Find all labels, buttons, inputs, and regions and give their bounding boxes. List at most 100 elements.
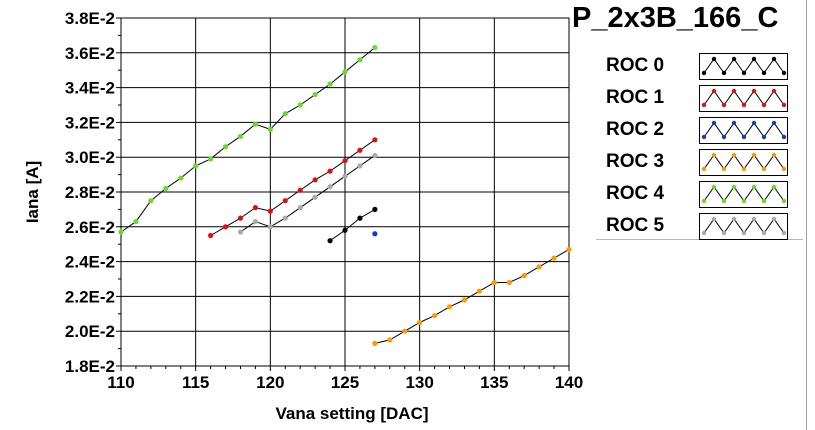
legend-swatch-marker <box>781 198 787 204</box>
data-point <box>372 206 378 212</box>
series-3 <box>372 246 572 346</box>
legend-title: P_2x3B_166_C <box>572 2 779 34</box>
legend-swatch-marker <box>701 102 707 108</box>
data-point <box>312 91 318 98</box>
series-0 <box>327 206 378 244</box>
legend-swatch-marker <box>741 230 747 236</box>
x-tick-label: 130 <box>405 373 433 392</box>
series-line <box>329 208 376 242</box>
legend-swatch-marker <box>701 166 707 172</box>
y-axis-title: Iana [A] <box>23 161 42 223</box>
legend-swatch-marker <box>721 198 727 204</box>
x-tick-label: 120 <box>256 373 284 392</box>
legend-swatch-graphic <box>701 56 787 76</box>
legend-swatch <box>699 53 788 80</box>
data-point <box>387 337 393 343</box>
legend-swatch-marker <box>761 102 767 108</box>
y-tick-label: 3.0E-2 <box>65 148 115 167</box>
data-point <box>402 328 408 334</box>
data-point <box>297 187 303 193</box>
legend-swatch-marker <box>721 102 727 108</box>
legend-swatch-marker <box>731 216 737 222</box>
legend: ROC 0 ROC 1 ROC 2 ROC 3 ROC 4 ROC 5 <box>596 45 804 241</box>
data-point <box>327 238 333 244</box>
y-tick-label: 2.4E-2 <box>65 253 115 272</box>
y-tick-label: 2.0E-2 <box>65 322 115 341</box>
legend-entry: ROC 4 <box>596 177 804 209</box>
legend-swatch-marker <box>761 230 767 236</box>
legend-label: ROC 4 <box>606 183 665 204</box>
data-point <box>178 175 184 181</box>
legend-swatch-marker <box>781 102 787 108</box>
legend-swatch-marker <box>751 88 757 94</box>
legend-swatch-marker <box>741 134 747 140</box>
legend-swatch-graphic <box>701 120 787 140</box>
legend-swatch-marker <box>771 56 777 62</box>
legend-swatch-marker <box>761 70 767 76</box>
data-point <box>327 168 333 174</box>
data-point <box>297 205 303 211</box>
legend-swatch-graphic <box>701 216 787 236</box>
legend-swatch-marker <box>731 184 737 190</box>
data-point <box>491 279 497 286</box>
data-point <box>432 312 438 319</box>
legend-swatch-marker <box>731 152 737 158</box>
legend-swatch-marker <box>711 216 717 222</box>
x-axis-ticks: 110 115 120 125 130 135 140 <box>107 366 583 392</box>
legend-swatch-marker <box>751 120 757 126</box>
x-tick-label: 110 <box>107 373 134 392</box>
data-point <box>372 44 378 51</box>
legend-swatch-marker <box>711 120 717 126</box>
data-point <box>252 121 258 127</box>
y-tick-label: 3.4E-2 <box>65 79 115 98</box>
y-tick-label: 2.8E-2 <box>65 183 115 202</box>
series-line <box>240 155 376 233</box>
x-tick-label: 115 <box>182 373 209 392</box>
data-point <box>297 102 303 108</box>
legend-swatch <box>699 85 788 112</box>
legend-swatch-marker <box>701 198 707 204</box>
data-point <box>566 246 572 253</box>
legend-swatch-marker <box>721 70 727 76</box>
legend-label: ROC 2 <box>606 119 665 140</box>
data-point <box>372 231 378 237</box>
data-point <box>267 224 273 230</box>
data-point <box>357 57 363 63</box>
x-axis-title: Vana setting [DAC] <box>275 404 428 423</box>
data-point <box>267 208 273 214</box>
legend-swatch-marker <box>771 120 777 126</box>
legend-swatch-marker <box>771 184 777 190</box>
data-point <box>372 152 378 159</box>
legend-swatch-marker <box>761 166 767 172</box>
data-point <box>312 194 318 200</box>
data-point <box>372 137 378 143</box>
data-point <box>193 163 199 169</box>
y-axis-ticks: 1.8E-2 2.0E-2 2.2E-2 2.4E-2 2.6E-2 2.8E-2 3.0E… <box>65 9 121 376</box>
legend-swatch-marker <box>771 152 777 158</box>
legend-swatch-marker <box>701 134 707 140</box>
legend-swatch-marker <box>781 166 787 172</box>
legend-entry: ROC 5 <box>596 209 804 241</box>
x-tick-label: 135 <box>480 373 508 392</box>
y-tick-label: 3.2E-2 <box>65 113 115 132</box>
data-point <box>267 126 273 132</box>
legend-swatch-marker <box>781 70 787 76</box>
legend-entry: ROC 3 <box>596 145 804 177</box>
data-point <box>237 215 244 221</box>
data-point <box>312 177 318 183</box>
legend-swatch-graphic <box>701 88 787 108</box>
data-point <box>208 156 214 162</box>
data-point <box>282 198 288 204</box>
data-point <box>357 147 363 153</box>
data-point <box>417 319 423 326</box>
data-point <box>476 288 482 294</box>
legend-swatch-marker <box>741 70 747 76</box>
series-1 <box>208 137 378 239</box>
legend-swatch-marker <box>781 134 787 140</box>
legend-label: ROC 5 <box>606 215 665 236</box>
legend-swatch-marker <box>731 120 737 126</box>
legend-swatch <box>699 117 788 144</box>
data-point <box>237 229 244 235</box>
legend-swatch-marker <box>731 56 737 62</box>
